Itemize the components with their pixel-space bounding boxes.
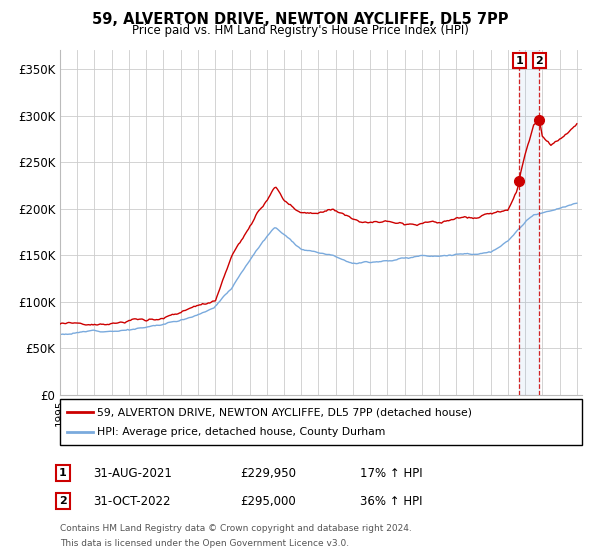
Text: HPI: Average price, detached house, County Durham: HPI: Average price, detached house, Coun…: [97, 427, 386, 437]
Text: This data is licensed under the Open Government Licence v3.0.: This data is licensed under the Open Gov…: [60, 539, 349, 548]
Text: 36% ↑ HPI: 36% ↑ HPI: [360, 494, 422, 508]
Text: 59, ALVERTON DRIVE, NEWTON AYCLIFFE, DL5 7PP (detached house): 59, ALVERTON DRIVE, NEWTON AYCLIFFE, DL5…: [97, 407, 472, 417]
Text: £229,950: £229,950: [240, 466, 296, 480]
Text: 31-OCT-2022: 31-OCT-2022: [93, 494, 170, 508]
Text: 2: 2: [59, 496, 67, 506]
Text: Contains HM Land Registry data © Crown copyright and database right 2024.: Contains HM Land Registry data © Crown c…: [60, 524, 412, 533]
Text: £295,000: £295,000: [240, 494, 296, 508]
Text: 2: 2: [536, 55, 544, 66]
Text: Price paid vs. HM Land Registry's House Price Index (HPI): Price paid vs. HM Land Registry's House …: [131, 24, 469, 36]
Text: 59, ALVERTON DRIVE, NEWTON AYCLIFFE, DL5 7PP: 59, ALVERTON DRIVE, NEWTON AYCLIFFE, DL5…: [92, 12, 508, 27]
Text: 31-AUG-2021: 31-AUG-2021: [93, 466, 172, 480]
Text: 17% ↑ HPI: 17% ↑ HPI: [360, 466, 422, 480]
Text: 1: 1: [515, 55, 523, 66]
Bar: [520, 50, 539, 395]
Text: 1: 1: [59, 468, 67, 478]
